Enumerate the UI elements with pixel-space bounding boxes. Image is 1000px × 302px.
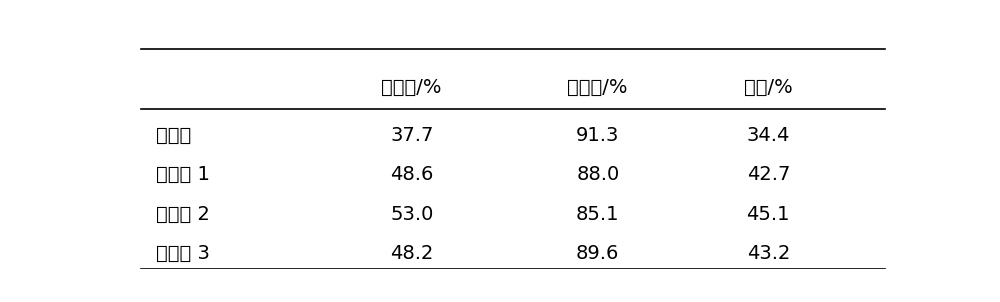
Text: 43.2: 43.2	[747, 244, 790, 263]
Text: 85.1: 85.1	[576, 205, 620, 224]
Text: 88.0: 88.0	[576, 165, 619, 184]
Text: 比较例: 比较例	[156, 126, 191, 145]
Text: 实施例 2: 实施例 2	[156, 205, 210, 224]
Text: 91.3: 91.3	[576, 126, 619, 145]
Text: 收率/%: 收率/%	[744, 78, 793, 97]
Text: 89.6: 89.6	[576, 244, 619, 263]
Text: 34.4: 34.4	[747, 126, 790, 145]
Text: 42.7: 42.7	[747, 165, 790, 184]
Text: 45.1: 45.1	[746, 205, 790, 224]
Text: 48.2: 48.2	[390, 244, 433, 263]
Text: 48.6: 48.6	[390, 165, 433, 184]
Text: 转化率/%: 转化率/%	[382, 78, 442, 97]
Text: 实施例 1: 实施例 1	[156, 165, 210, 184]
Text: 选择性/%: 选择性/%	[568, 78, 628, 97]
Text: 37.7: 37.7	[390, 126, 433, 145]
Text: 实施例 3: 实施例 3	[156, 244, 210, 263]
Text: 53.0: 53.0	[390, 205, 433, 224]
